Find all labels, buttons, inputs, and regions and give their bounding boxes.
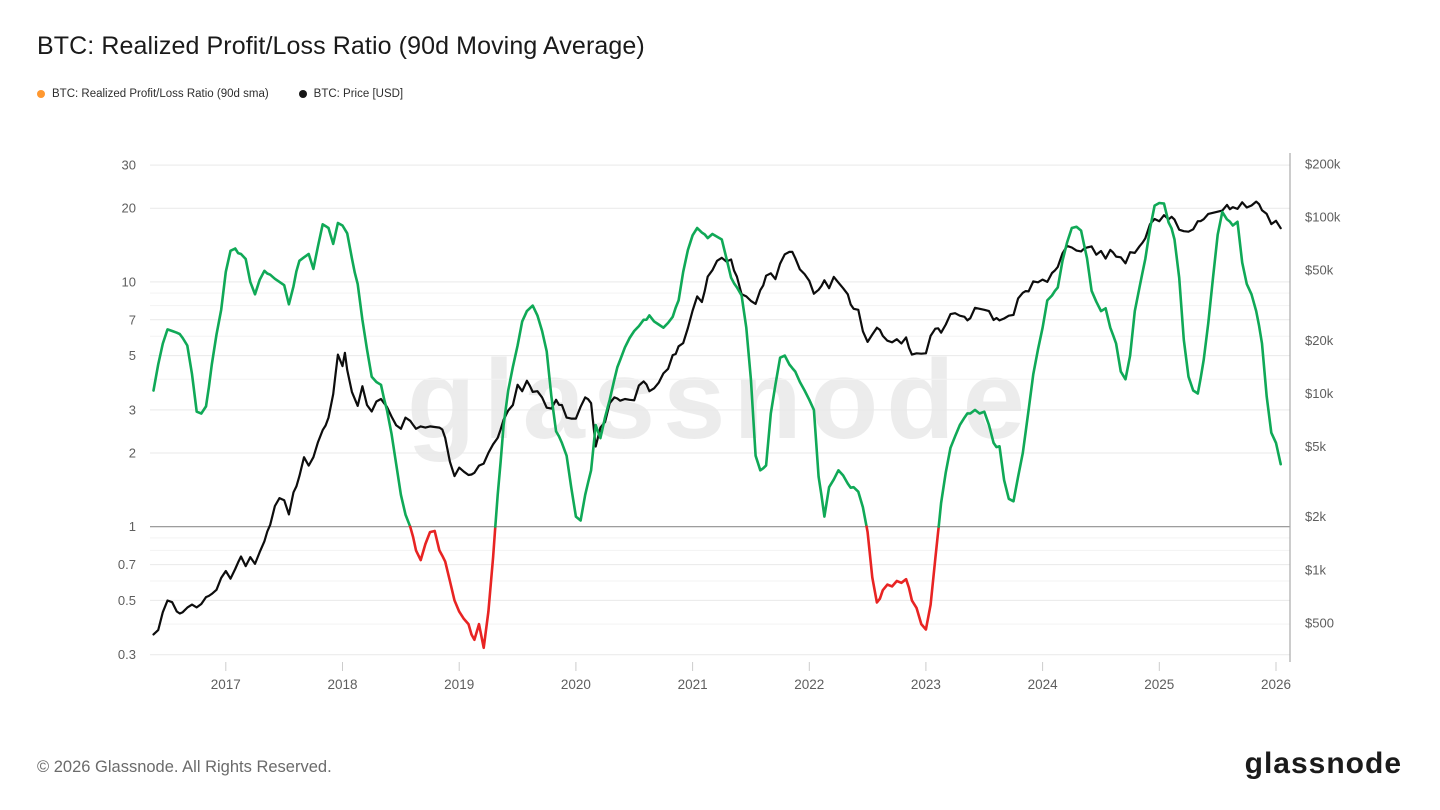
x-tick-label: 2023: [911, 677, 941, 692]
x-tick-label: 2018: [327, 677, 357, 692]
right-axis-tick-label: $10k: [1305, 386, 1334, 401]
chart-title: BTC: Realized Profit/Loss Ratio (90d Mov…: [37, 32, 645, 60]
left-axis-tick-label: 0.7: [118, 557, 136, 572]
left-axis-tick-label: 0.3: [118, 647, 136, 662]
x-tick-label: 2024: [1028, 677, 1059, 692]
right-axis-tick-label: $5k: [1305, 439, 1326, 454]
left-axis-tick-label: 5: [129, 348, 136, 363]
left-axis-tick-label: 3: [129, 402, 136, 417]
legend-item-price[interactable]: BTC: Price [USD]: [298, 88, 404, 100]
right-axis-tick-label: $20k: [1305, 333, 1334, 348]
left-axis-tick-label: 7: [129, 312, 136, 327]
legend-label-price: BTC: Price [USD]: [313, 88, 404, 100]
left-axis-tick-label: 10: [122, 274, 136, 289]
right-axis-tick-label: $2k: [1305, 509, 1326, 524]
x-tick-label: 2017: [211, 677, 241, 692]
ratio-line-segment-profit[interactable]: [152, 221, 412, 528]
left-axis-tick-label: 2: [129, 446, 136, 461]
legend-item-ratio[interactable]: BTC: Realized Profit/Loss Ratio (90d sma…: [37, 88, 269, 100]
ratio-line-segment-profit[interactable]: [937, 201, 1282, 528]
left-axis-tick-label: 30: [122, 158, 136, 173]
right-axis-tick-label: $1k: [1305, 562, 1326, 577]
legend: BTC: Realized Profit/Loss Ratio (90d sma…: [37, 88, 403, 100]
right-axis-tick-label: $200k: [1305, 157, 1341, 172]
ratio-line-segment-profit[interactable]: [494, 226, 868, 528]
legend-dot-price-icon: [298, 90, 307, 98]
legend-label-ratio: BTC: Realized Profit/Loss Ratio (90d sma…: [52, 88, 269, 100]
right-axis-tick-label: $500: [1305, 615, 1334, 630]
left-axis-tick-label: 0.5: [118, 593, 136, 608]
right-axis-tick-label: $50k: [1305, 263, 1334, 278]
left-axis-tick-label: 20: [122, 201, 136, 216]
glassnode-logo[interactable]: glassnode: [1244, 747, 1402, 780]
price-line[interactable]: [152, 200, 1282, 636]
ratio-line-segment-loss[interactable]: [408, 525, 497, 650]
x-tick-label: 2021: [678, 677, 708, 692]
right-axis-tick-label: $100k: [1305, 210, 1341, 225]
x-tick-label: 2025: [1144, 677, 1174, 692]
x-tick-label: 2026: [1261, 677, 1291, 692]
x-tick-label: 2022: [794, 677, 824, 692]
series-layer: [152, 200, 1282, 650]
ratio-line-segment-loss[interactable]: [865, 525, 940, 631]
x-tick-label: 2020: [561, 677, 591, 692]
x-tick-label: 2019: [444, 677, 474, 692]
copyright-text: © 2026 Glassnode. All Rights Reserved.: [37, 758, 332, 776]
legend-dot-ratio-icon: [37, 90, 45, 98]
left-axis-tick-label: 1: [129, 519, 136, 534]
